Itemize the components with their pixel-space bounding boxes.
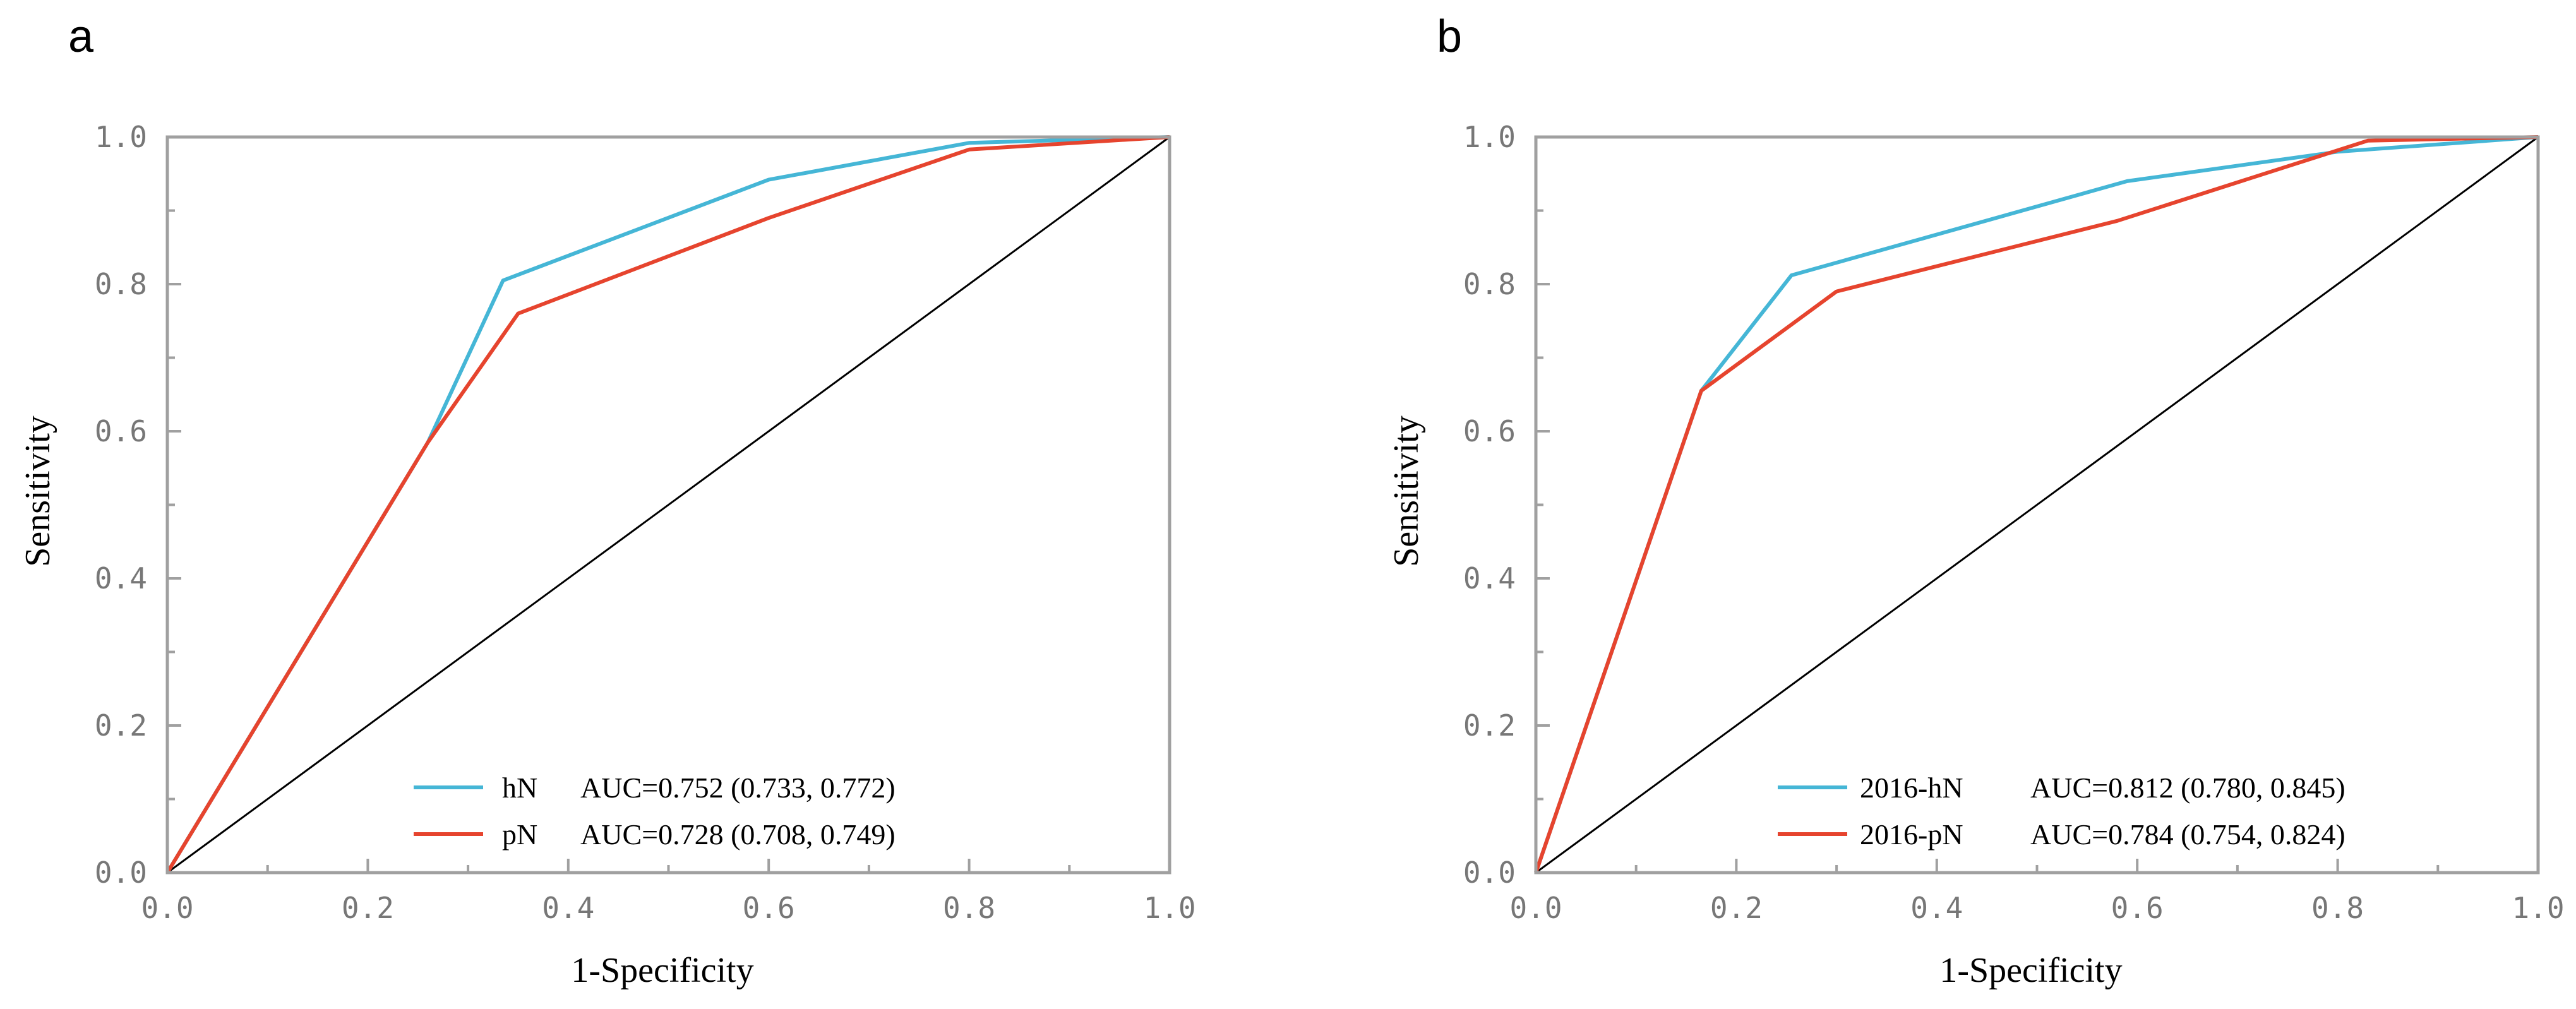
y-tick-label: 0.6 <box>1463 414 1516 448</box>
x-tick-label: 1.0 <box>2512 891 2564 925</box>
panel-a: a 0.0 0.2 0.4 0.6 0.8 1.0 0.0 0.2 0.4 0.6 0.8 1.0 1… <box>18 11 1196 990</box>
panel-letter-a: a <box>68 11 94 62</box>
x-tick-label: 0.6 <box>2111 891 2164 925</box>
x-tick-label: 0.0 <box>141 891 193 925</box>
x-tick-label: 0.0 <box>1509 891 1562 925</box>
legend-auc-2016-pn: AUC=0.784 (0.754, 0.824) <box>2030 818 2345 851</box>
tick-labels: 0.0 0.2 0.4 0.6 0.8 1.0 0.0 0.2 0.4 0.6 0.8 1.0 <box>95 120 1196 925</box>
series-lines <box>1534 135 2539 873</box>
x-tick-label: 0.2 <box>1710 891 1763 925</box>
y-tick-label: 0.8 <box>1463 267 1516 301</box>
series-line-pn <box>165 135 1170 874</box>
plot-frame <box>1534 135 2540 875</box>
tick-labels: 0.0 0.2 0.4 0.6 0.8 1.0 0.0 0.2 0.4 0.6 0.8 1.0 <box>1463 120 2565 925</box>
legend-label-2016-hn: 2016-hN <box>1860 772 1963 804</box>
y-tick-label: 1.0 <box>95 120 147 154</box>
y-axis-label: Sensitivity <box>1387 415 1426 567</box>
panel-b: b 0.0 0.2 0.4 0.6 0.8 1.0 0.0 0.2 0.4 0.6 0.8 1.0 1… <box>1387 11 2565 990</box>
y-axis-label: Sensitivity <box>18 415 57 567</box>
series-lines <box>165 135 1170 874</box>
legend: hN AUC=0.752 (0.733, 0.772) pN AUC=0.728… <box>414 772 896 851</box>
legend-label-hn: hN <box>502 772 537 804</box>
x-tick-label: 0.8 <box>943 891 995 925</box>
reference-diagonal <box>167 136 1170 874</box>
y-tick-label: 0.4 <box>95 561 147 595</box>
y-tick-label: 0.0 <box>1463 856 1516 890</box>
legend-label-2016-pn: 2016-pN <box>1860 818 1963 851</box>
legend-label-pn: pN <box>502 818 537 851</box>
y-tick-label: 0.8 <box>95 267 147 301</box>
y-tick-label: 0.4 <box>1463 561 1516 595</box>
legend-auc-2016-hn: AUC=0.812 (0.780, 0.845) <box>2030 772 2345 804</box>
x-axis-label: 1-Specificity <box>571 951 753 990</box>
x-tick-label: 0.2 <box>342 891 394 925</box>
y-tick-label: 1.0 <box>1463 120 1516 154</box>
legend-auc-hn: AUC=0.752 (0.733, 0.772) <box>580 772 896 804</box>
y-tick-label: 0.2 <box>1463 708 1516 743</box>
x-axis-label: 1-Specificity <box>1939 951 2122 990</box>
x-tick-label: 0.8 <box>2311 891 2364 925</box>
x-tick-label: 0.4 <box>1910 891 1963 925</box>
x-tick-label: 0.4 <box>542 891 594 925</box>
y-tick-label: 0.6 <box>95 414 147 448</box>
reference-diagonal <box>1535 136 2539 874</box>
x-tick-label: 0.6 <box>743 891 795 925</box>
panel-letter-b: b <box>1437 11 1462 62</box>
legend: 2016-hN AUC=0.812 (0.780, 0.845) 2016-pN… <box>1778 772 2345 851</box>
y-tick-label: 0.0 <box>95 856 147 890</box>
x-tick-label: 1.0 <box>1143 891 1195 925</box>
plot-frame <box>165 135 1171 875</box>
series-line-2016-pn <box>1534 135 2539 873</box>
y-tick-label: 0.2 <box>95 708 147 743</box>
legend-auc-pn: AUC=0.728 (0.708, 0.749) <box>580 818 896 851</box>
